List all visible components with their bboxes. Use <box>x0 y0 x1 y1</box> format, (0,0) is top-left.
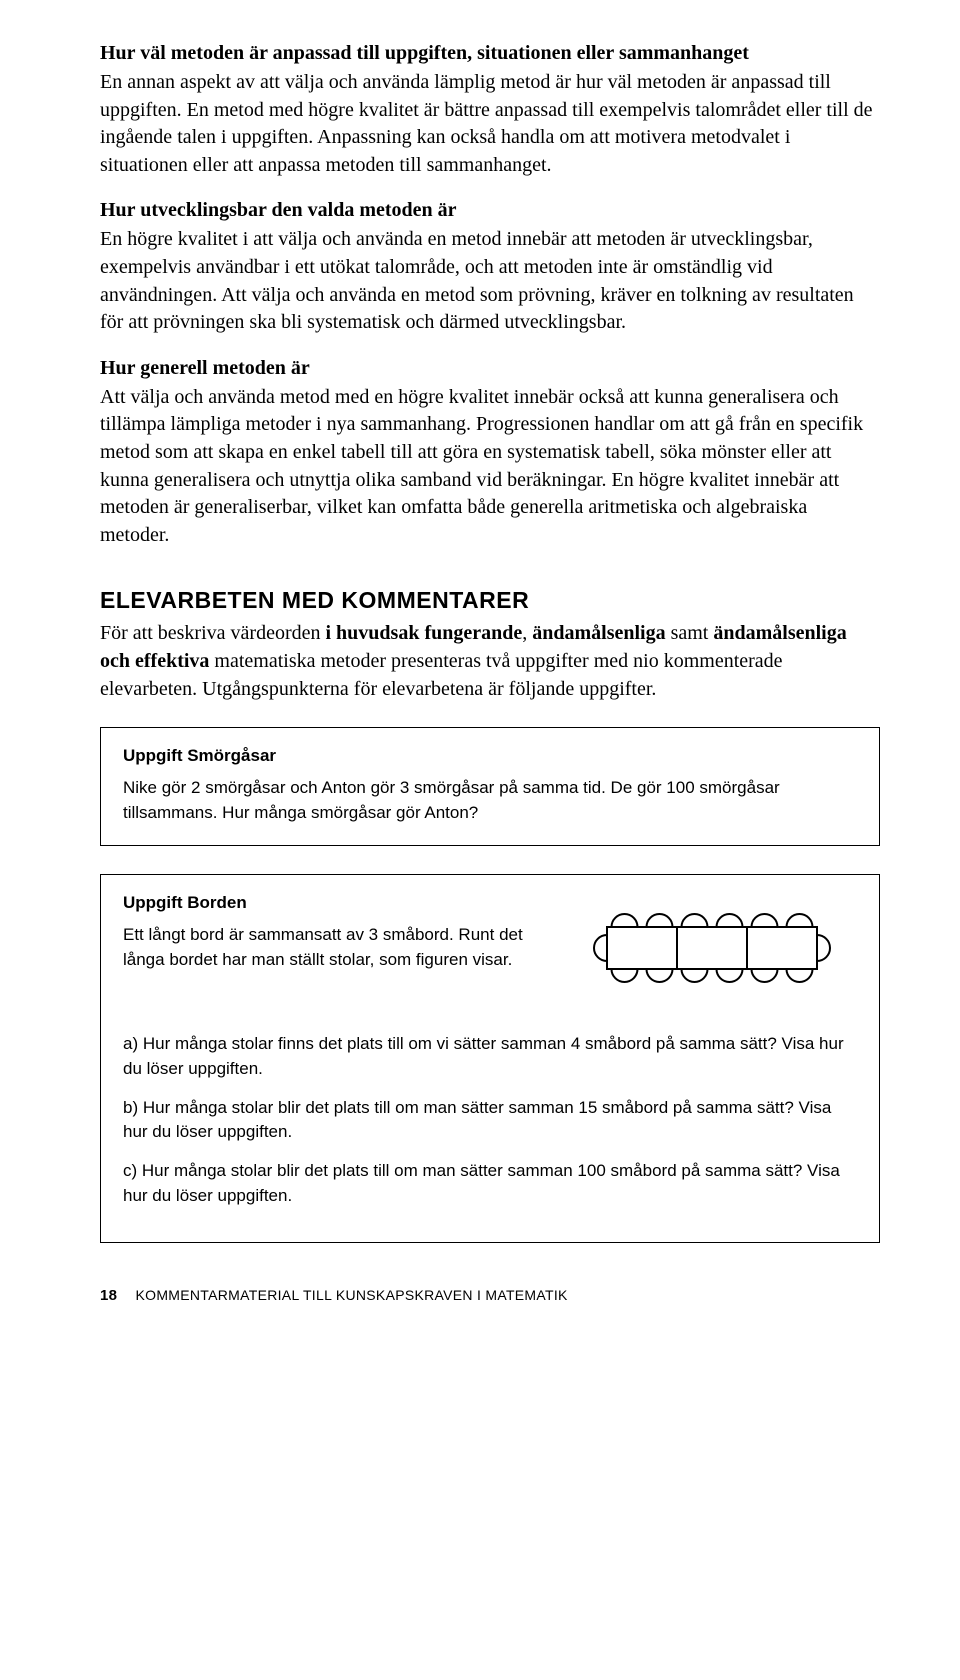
task-box-borden: Uppgift Borden Ett långt bord är sammans… <box>100 874 880 1243</box>
intro-b1: i huvudsak fungerande <box>325 622 522 644</box>
task1-body: Nike gör 2 smörgåsar och Anton gör 3 smö… <box>123 776 857 825</box>
intro-text: För att beskriva värdeorden i huvudsak f… <box>100 620 880 703</box>
page-footer: 18 KOMMENTARMATERIAL TILL KUNSKAPSKRAVEN… <box>100 1287 880 1304</box>
intro-mid1: , <box>522 622 532 644</box>
task2-qb: b) Hur många stolar blir det plats till … <box>123 1096 857 1145</box>
task2-qc: c) Hur många stolar blir det plats till … <box>123 1159 857 1208</box>
task-box-smorgasar: Uppgift Smörgåsar Nike gör 2 smörgåsar o… <box>100 727 880 846</box>
section-heading: ELEVARBETEN MED KOMMENTARER <box>100 587 880 614</box>
page-number: 18 <box>100 1287 117 1304</box>
subheading-1: Hur väl metoden är anpassad till uppgift… <box>100 40 880 67</box>
body-2: En högre kvalitet i att välja och använd… <box>100 226 880 336</box>
intro-pre: För att beskriva värdeorden <box>100 622 325 644</box>
subheading-3: Hur generell metoden är <box>100 355 880 382</box>
intro-b2: ändamålsenliga <box>532 622 665 644</box>
subheading-2: Hur utvecklingsbar den valda metoden är <box>100 197 880 224</box>
footer-text: KOMMENTARMATERIAL TILL KUNSKAPSKRAVEN I … <box>136 1287 568 1303</box>
task1-title: Uppgift Smörgåsar <box>123 746 857 766</box>
task2-body: Ett långt bord är sammansatt av 3 småbor… <box>123 923 543 972</box>
task2-qa: a) Hur många stolar finns det plats till… <box>123 1032 857 1081</box>
task2-title: Uppgift Borden <box>123 893 543 913</box>
body-3: Att välja och använda metod med en högre… <box>100 384 880 550</box>
table-chairs-figure <box>567 893 857 1008</box>
body-1: En annan aspekt av att välja och använda… <box>100 69 880 179</box>
intro-mid2: samt <box>666 622 714 644</box>
task2-subquestions: a) Hur många stolar finns det plats till… <box>123 1032 857 1208</box>
